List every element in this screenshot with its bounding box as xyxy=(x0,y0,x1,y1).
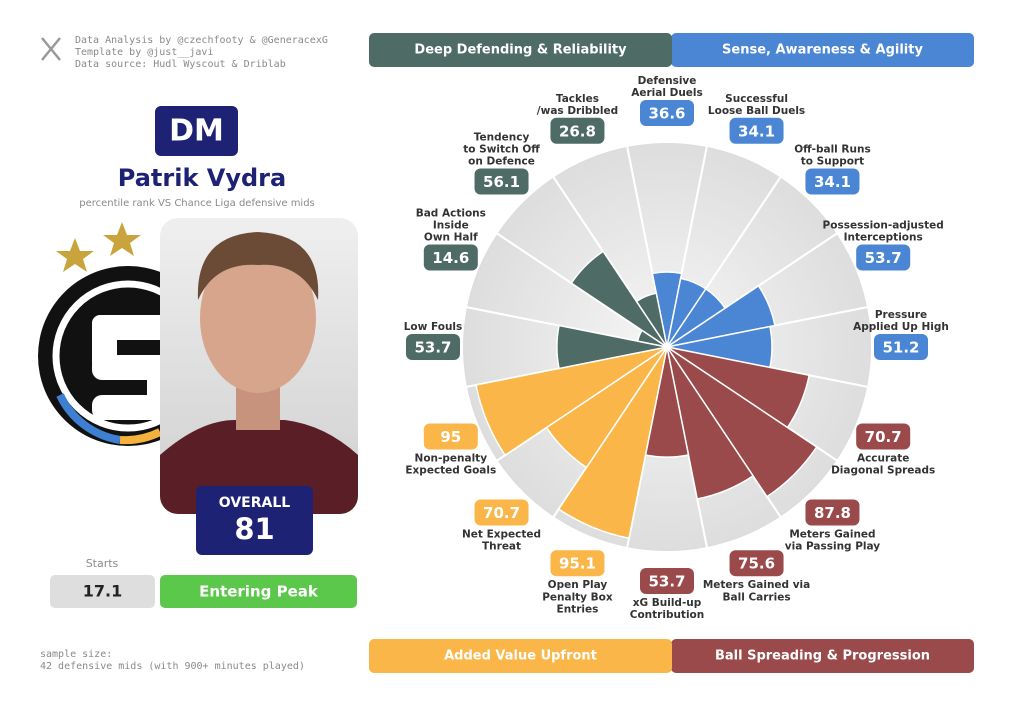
value-box xyxy=(640,100,694,126)
value-box xyxy=(406,334,460,360)
status: Entering Peak xyxy=(199,583,319,601)
bar xyxy=(570,250,668,348)
group-title: Sense, Awareness & Agility xyxy=(722,43,923,58)
value-box xyxy=(856,423,911,450)
group-title: Deep Defending & Reliability xyxy=(414,43,627,58)
value-label: 53.7 xyxy=(648,573,685,591)
value-label: 70.7 xyxy=(483,504,520,522)
bar xyxy=(556,324,668,370)
overall-box xyxy=(196,486,313,555)
x-logo xyxy=(41,37,61,61)
status-box xyxy=(160,575,357,608)
value-box xyxy=(640,568,694,594)
bar xyxy=(475,346,668,457)
bar xyxy=(635,292,668,348)
value-label: 95.1 xyxy=(559,555,596,573)
value-label: 95 xyxy=(440,428,461,446)
subtitle: percentile rank VS Chance Liga defensive… xyxy=(79,198,315,209)
value-box xyxy=(474,499,529,526)
category-label: Tendency to Switch Off on Defence xyxy=(463,132,540,168)
center-dot xyxy=(664,344,670,350)
category-label: Successful Loose Ball Duels xyxy=(708,93,805,117)
position-badge xyxy=(155,106,238,156)
value-box xyxy=(874,334,928,360)
category-label: Pressure Applied Up High xyxy=(853,309,949,333)
sample-size: 42 defensive mids (with 900+ minutes pla… xyxy=(40,661,305,672)
value-box xyxy=(805,168,860,195)
value-box xyxy=(856,244,911,271)
category-label: Meters Gained via Ball Carries xyxy=(703,579,810,603)
credit: Data source: Hudl Wyscout & Driblab xyxy=(75,59,286,70)
value-label: 87.8 xyxy=(814,504,851,522)
player-name: Patrik Vydra xyxy=(118,164,286,192)
group-header xyxy=(369,639,672,673)
group-title: Ball Spreading & Progression xyxy=(715,649,930,664)
starts-label: Starts xyxy=(86,557,119,570)
sample-size: sample size: xyxy=(40,649,112,660)
bar xyxy=(666,284,776,348)
credit: Template by @just__javi xyxy=(75,47,213,58)
position: DM xyxy=(169,114,224,149)
value-box xyxy=(729,117,784,144)
category-label: Non-penalty Expected Goals xyxy=(405,453,496,477)
value-label: 51.2 xyxy=(882,339,919,357)
bar xyxy=(557,346,668,540)
bar xyxy=(651,271,683,348)
value-box xyxy=(423,244,478,271)
category-label: Bad Actions Inside Own Half xyxy=(416,207,486,243)
starts-value: 17.1 xyxy=(83,582,122,601)
group-header xyxy=(369,33,672,67)
category-label: Tackles/was Dribbled xyxy=(537,93,618,117)
value-box xyxy=(474,168,529,195)
overall-label: OVERALL xyxy=(219,495,290,511)
value-box xyxy=(550,550,605,577)
value-label: 26.8 xyxy=(559,122,596,140)
category-label: Off-ball Runs to Support xyxy=(794,144,871,168)
value-box xyxy=(805,499,860,526)
value-label: 34.1 xyxy=(814,173,851,191)
value-box xyxy=(423,423,478,450)
value-label: 53.7 xyxy=(865,249,902,267)
pizza-chart: 36.6 Defensive Aerial Duels 34.1 Successful L… xyxy=(369,33,974,673)
category-label: xG Build-up Contribution xyxy=(630,597,705,621)
group-title: Added Value Upfront xyxy=(444,649,597,664)
value-label: 36.6 xyxy=(648,105,685,123)
category-label: Possession-adjusted Interceptions xyxy=(823,219,944,243)
bar xyxy=(666,346,818,498)
value-label: 14.6 xyxy=(432,249,469,267)
category-label: Net Expected Threat xyxy=(462,528,541,552)
credit: Data Analysis by @czechfooty & @Generace… xyxy=(75,35,328,46)
category-label: Meters Gained via Passing Play xyxy=(785,528,880,552)
value-label: 75.6 xyxy=(738,555,775,573)
category-label: Defensive Aerial Duels xyxy=(631,75,703,99)
starts-box xyxy=(50,575,155,608)
slice-background xyxy=(551,144,668,348)
player-photo xyxy=(160,218,358,514)
group-header xyxy=(671,639,974,673)
bar xyxy=(666,346,755,500)
group-header xyxy=(671,33,974,67)
overall-value: 81 xyxy=(234,512,274,546)
category-label: Accurate Diagonal Spreads xyxy=(831,453,935,477)
value-label: 53.7 xyxy=(414,339,451,357)
value-label: 70.7 xyxy=(865,428,902,446)
value-box xyxy=(550,117,605,144)
category-label: Low Fouls xyxy=(404,321,463,333)
category-label: Open Play Penalty Box Entries xyxy=(542,579,613,615)
value-label: 34.1 xyxy=(738,122,775,140)
value-label: 56.1 xyxy=(483,173,520,191)
value-box xyxy=(729,550,784,577)
